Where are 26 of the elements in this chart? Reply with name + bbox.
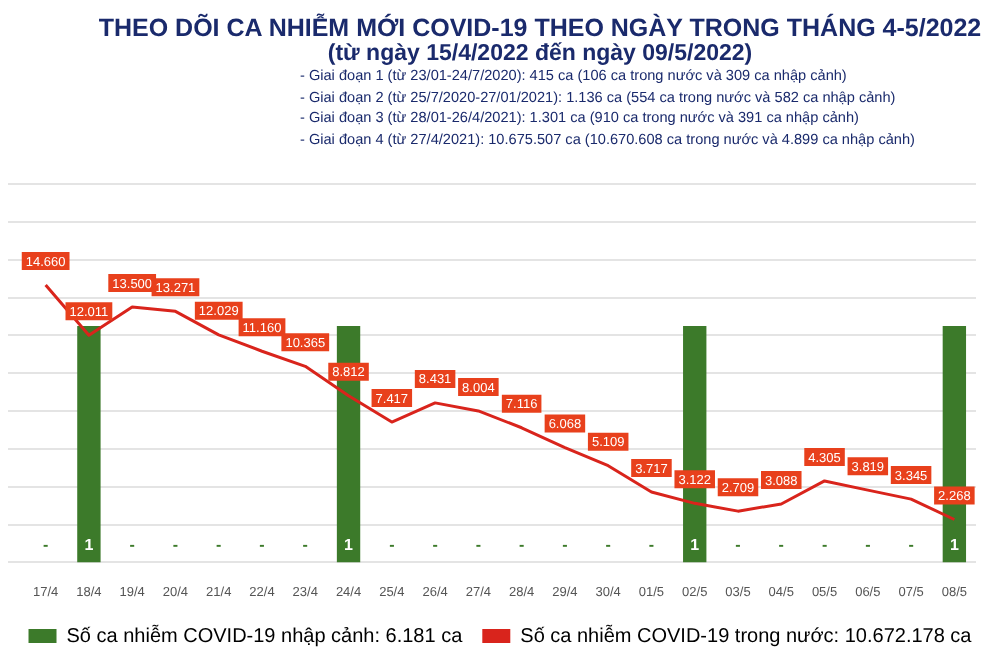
text: - xyxy=(908,535,914,554)
text: - xyxy=(259,535,265,554)
text: - xyxy=(735,535,741,554)
text: - xyxy=(389,535,395,554)
chart-subtitle: (từ ngày 15/4/2022 đến ngày 09/5/2022) xyxy=(325,42,755,66)
text: - xyxy=(865,535,871,554)
text: - xyxy=(216,535,222,554)
legend-label: Số ca nhiễm COVID-19 nhập cảnh: 6.181 ca xyxy=(66,623,464,648)
data-label: 1 xyxy=(949,535,960,554)
text: - xyxy=(475,535,482,554)
text: - xyxy=(42,535,49,554)
text: - xyxy=(172,535,179,554)
chart-title: THEO DÕI CA NHIỄM MỚI COVID-19 THEO NGÀY TRONG THÁNG 4-5/2022 xyxy=(96,11,984,42)
text: - xyxy=(821,535,828,554)
legend-label: Số ca nhiễm COVID-19 trong nước: 10.672.178 ca xyxy=(520,623,973,648)
text: - xyxy=(302,535,308,554)
text: - xyxy=(432,535,438,554)
text: - xyxy=(518,535,525,554)
data-label: 1 xyxy=(344,535,355,554)
text: - xyxy=(129,535,135,554)
data-label: 1 xyxy=(690,535,701,554)
data-label: 1 xyxy=(84,535,95,554)
text: - xyxy=(605,535,611,554)
text: - xyxy=(778,535,784,554)
text: - xyxy=(648,535,655,554)
text: - xyxy=(562,535,568,554)
